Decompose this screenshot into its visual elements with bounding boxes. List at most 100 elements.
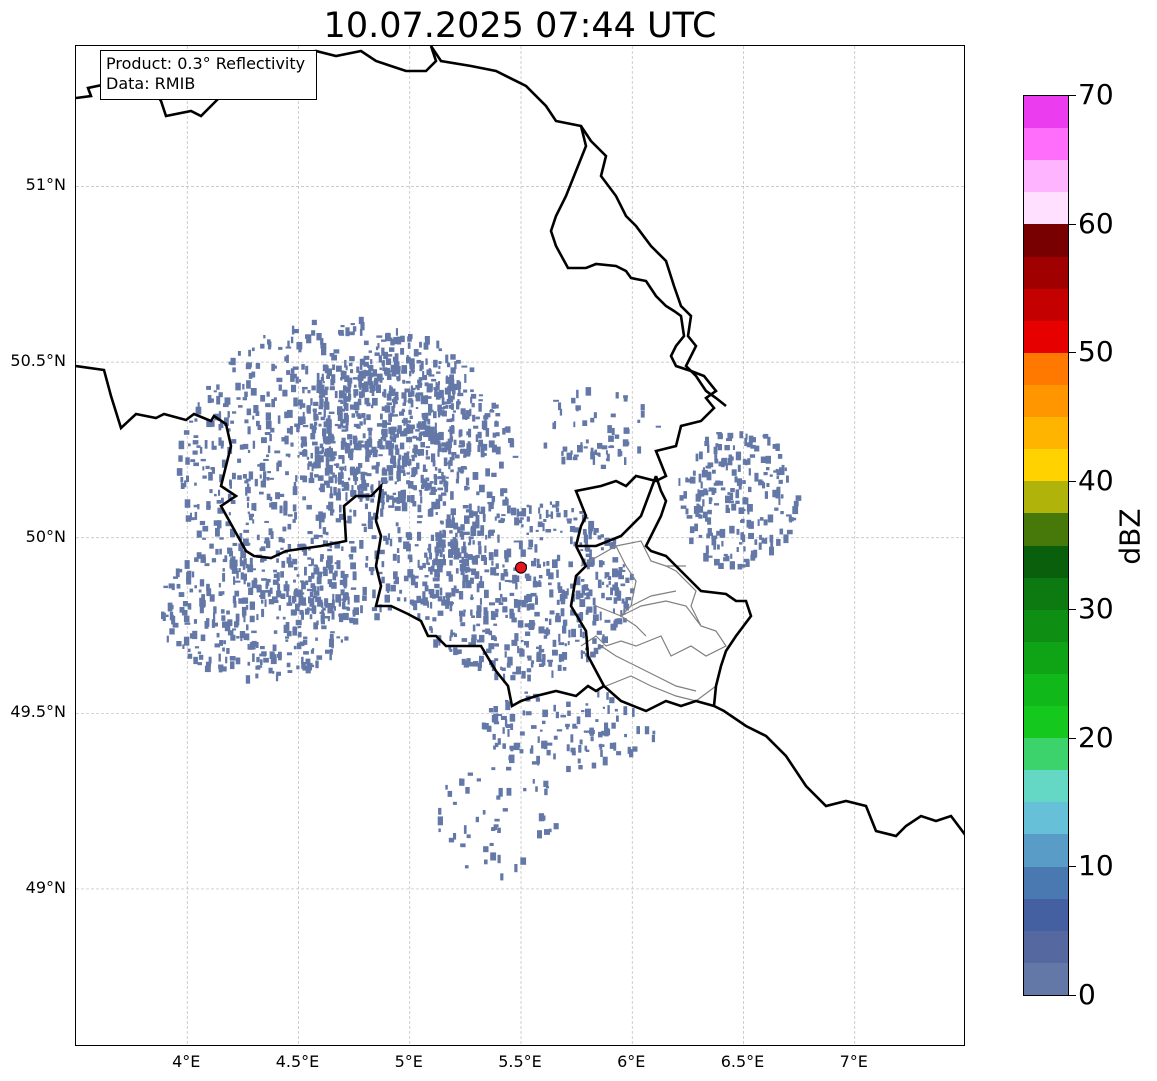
- echo-pixel: [353, 423, 360, 427]
- echo-pixel: [206, 588, 212, 597]
- echo-pixel: [585, 553, 591, 558]
- echo-pixel: [723, 553, 728, 557]
- echo-pixel: [182, 601, 188, 607]
- echo-pixel: [413, 603, 418, 611]
- echo-pixel: [719, 528, 726, 538]
- echo-pixel: [309, 614, 313, 620]
- echo-pixel: [204, 665, 211, 673]
- echo-pixel: [503, 673, 506, 683]
- echo-pixel: [306, 334, 312, 344]
- echo-pixel: [460, 569, 465, 576]
- echo-pixel: [211, 445, 217, 450]
- echo-pixel: [546, 561, 550, 566]
- echo-pixel: [279, 505, 283, 514]
- echo-pixel: [371, 607, 378, 612]
- radar-site-marker[interactable]: [515, 561, 527, 574]
- echo-pixel: [439, 587, 443, 596]
- echo-pixel: [425, 456, 430, 460]
- echo-pixel: [248, 646, 254, 650]
- echo-pixel: [242, 397, 247, 401]
- echo-pixel: [589, 727, 594, 736]
- echo-pixel: [409, 363, 415, 370]
- echo-pixel: [468, 503, 472, 512]
- echo-pixel: [512, 455, 519, 458]
- echo-pixel: [221, 440, 224, 447]
- echo-pixel: [500, 573, 505, 581]
- echo-pixel: [584, 745, 588, 751]
- echo-pixel: [283, 624, 288, 633]
- echo-pixel: [345, 421, 349, 426]
- echo-pixel: [246, 636, 249, 641]
- echo-pixel: [235, 613, 240, 622]
- echo-pixel: [349, 617, 354, 622]
- echo-pixel: [277, 415, 281, 424]
- echo-pixel: [409, 415, 413, 420]
- echo-pixel: [536, 646, 540, 649]
- echo-pixel: [568, 561, 573, 568]
- echo-pixel: [227, 620, 232, 625]
- echo-pixel: [468, 536, 472, 544]
- echo-pixel: [334, 474, 337, 484]
- echo-pixel: [556, 554, 561, 561]
- echo-pixel: [435, 533, 439, 542]
- echo-pixel: [368, 427, 372, 436]
- echo-pixel: [372, 450, 378, 458]
- echo-pixel: [543, 442, 548, 449]
- echo-pixel: [381, 406, 386, 411]
- echo-pixel: [276, 572, 280, 581]
- echo-pixel: [345, 386, 348, 392]
- echo-pixel: [308, 478, 315, 484]
- echo-pixel: [334, 390, 338, 399]
- echo-pixel: [437, 411, 441, 418]
- echo-pixel: [471, 615, 475, 618]
- echo-pixel: [382, 467, 386, 475]
- echo-pixel: [479, 511, 482, 514]
- echo-pixel: [285, 471, 289, 476]
- echo-pixel: [294, 566, 298, 571]
- echo-pixel: [772, 489, 779, 498]
- echo-pixel: [312, 585, 317, 592]
- echo-pixel: [324, 448, 330, 456]
- echo-pixel: [476, 491, 480, 496]
- echo-pixel: [614, 618, 618, 628]
- echo-pixel: [478, 439, 483, 447]
- echo-pixel: [316, 372, 320, 381]
- echo-pixel: [601, 730, 608, 736]
- echo-pixel: [293, 397, 298, 407]
- echo-pixel: [524, 573, 530, 579]
- echo-pixel: [477, 662, 482, 671]
- echo-pixel: [502, 727, 505, 734]
- echo-pixel: [286, 662, 291, 668]
- echo-pixel: [267, 445, 271, 454]
- echo-pixel: [194, 646, 200, 649]
- echo-pixel: [194, 511, 198, 520]
- echo-pixel: [770, 541, 774, 548]
- echo-pixel: [432, 577, 439, 582]
- echo-pixel: [340, 419, 344, 428]
- echo-pixel: [302, 411, 305, 421]
- echo-pixel: [406, 436, 413, 443]
- echo-pixel: [301, 592, 305, 595]
- echo-pixel: [374, 613, 380, 621]
- echo-pixel: [416, 359, 422, 364]
- echo-pixel: [795, 495, 802, 501]
- echo-pixel: [411, 455, 415, 462]
- echo-pixel: [364, 361, 369, 367]
- echo-pixel: [296, 342, 303, 350]
- echo-pixel: [359, 540, 364, 549]
- echo-pixel: [417, 613, 421, 620]
- echo-pixel: [443, 457, 448, 467]
- echo-pixel: [198, 654, 204, 660]
- echo-pixel: [416, 595, 422, 604]
- echo-pixel: [566, 724, 569, 730]
- echo-pixel: [334, 562, 339, 565]
- echo-pixel: [423, 342, 429, 350]
- colorbar-tick-mark: [1069, 480, 1076, 482]
- echo-pixel: [306, 607, 310, 614]
- echo-pixel: [456, 380, 460, 386]
- echo-pixel: [447, 541, 453, 547]
- echo-pixel: [459, 559, 462, 564]
- echo-pixel: [237, 351, 241, 356]
- radar-map[interactable]: [75, 45, 965, 1046]
- echo-pixel: [464, 865, 469, 869]
